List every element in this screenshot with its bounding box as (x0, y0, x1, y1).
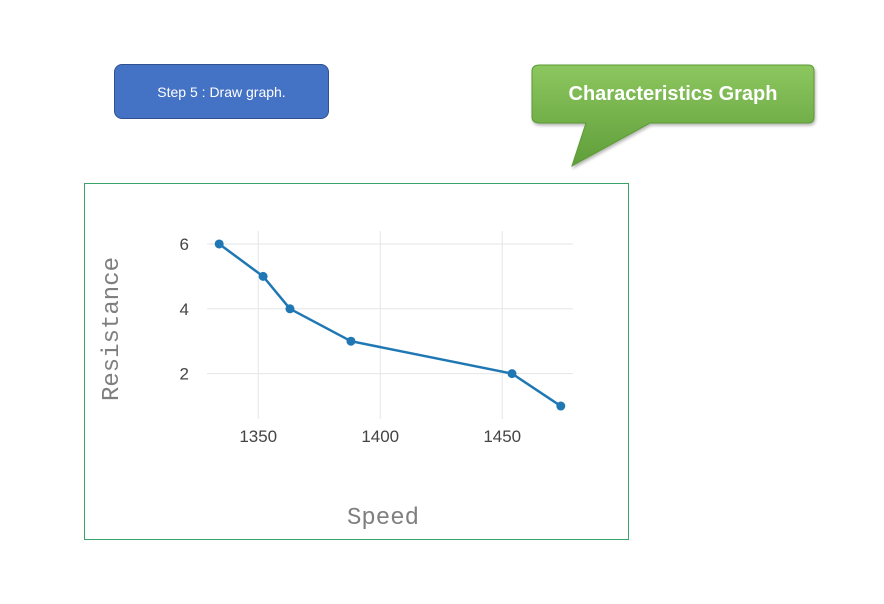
y-tick-label: 6 (180, 235, 189, 254)
data-point (346, 336, 356, 346)
data-point (214, 239, 224, 249)
x-axis-title: Speed (347, 505, 419, 532)
step-label: Step 5 : Draw graph. (157, 83, 286, 100)
y-tick-label: 2 (180, 365, 189, 384)
x-tick-label: 1400 (361, 427, 399, 446)
series (214, 239, 566, 411)
line-chart: 1350 1400 1450 2 4 6 Speed Resistance (99, 231, 573, 532)
x-tick-label: 1350 (239, 427, 277, 446)
data-point (258, 271, 268, 281)
callout-shape (531, 64, 815, 168)
step-label-box: Step 5 : Draw graph. (114, 64, 329, 119)
callout-label: Characteristics Graph (568, 82, 778, 105)
series-line (218, 242, 562, 408)
data-point (285, 304, 295, 314)
chart-frame: 1350 1400 1450 2 4 6 Speed Resistance (84, 183, 629, 540)
data-point (507, 369, 517, 379)
x-tick-label: 1450 (483, 427, 521, 446)
y-axis-title: Resistance (99, 257, 126, 401)
callout-bubble: Characteristics Graph (528, 62, 824, 174)
data-point (556, 401, 566, 411)
y-tick-label: 4 (180, 300, 189, 319)
grid (207, 231, 573, 419)
tick-labels: 1350 1400 1450 2 4 6 (180, 235, 522, 446)
